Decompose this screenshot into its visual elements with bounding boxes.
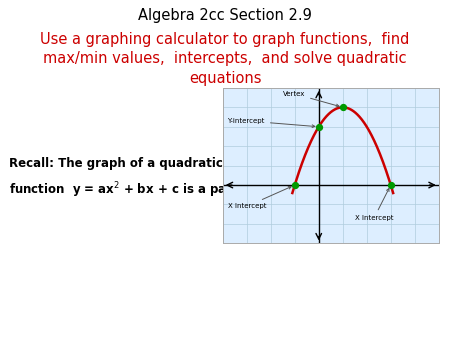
Point bbox=[315, 124, 322, 129]
Point bbox=[291, 183, 298, 188]
Point bbox=[339, 105, 346, 110]
Text: X Intercept: X Intercept bbox=[355, 189, 393, 221]
Text: Vertex: Vertex bbox=[283, 91, 339, 107]
Text: X Intercept: X Intercept bbox=[228, 187, 291, 209]
Text: Use a graphing calculator to graph functions,  find
max/min values,  intercepts,: Use a graphing calculator to graph funct… bbox=[40, 32, 410, 86]
Point bbox=[387, 183, 394, 188]
Text: Y-intercept: Y-intercept bbox=[228, 118, 315, 128]
Text: function  y = ax$^2$ + bx + c is a parabola: function y = ax$^2$ + bx + c is a parabo… bbox=[9, 181, 269, 200]
Text: Recall: The graph of a quadratic: Recall: The graph of a quadratic bbox=[9, 157, 223, 170]
Text: Algebra 2cc Section 2.9: Algebra 2cc Section 2.9 bbox=[138, 8, 312, 23]
